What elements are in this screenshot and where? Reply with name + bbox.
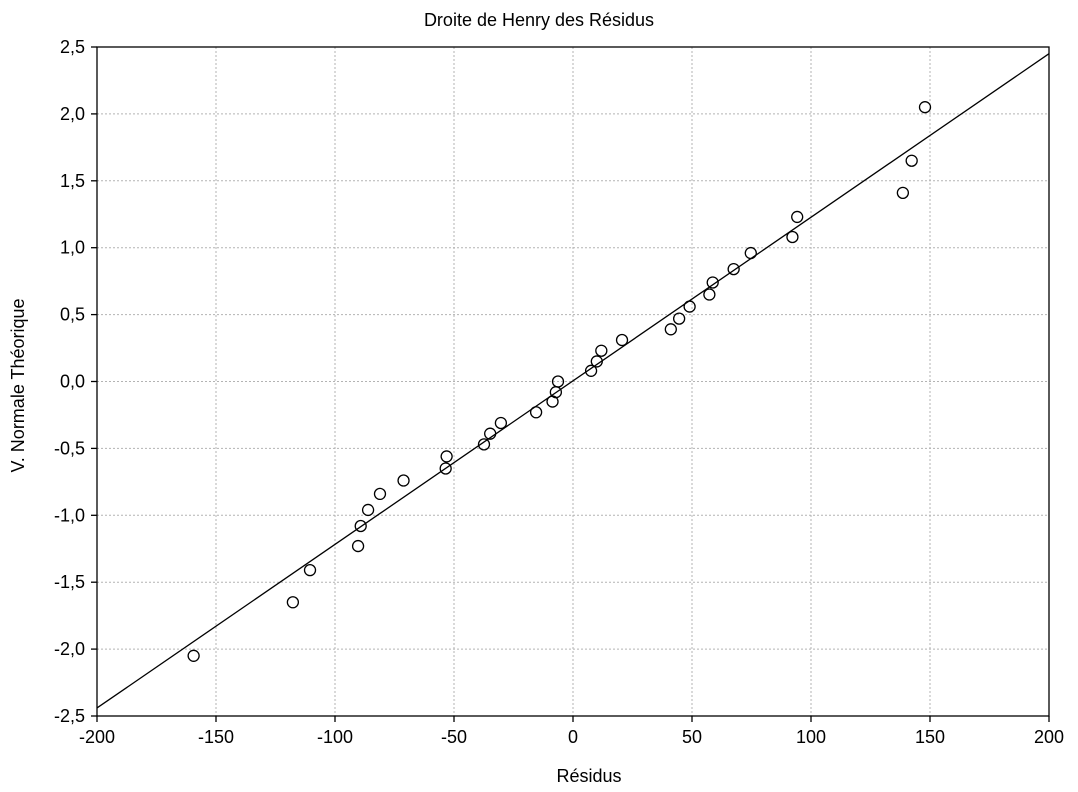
data-point — [744, 246, 757, 260]
data-point — [786, 230, 799, 244]
data-point — [706, 276, 719, 289]
x-tick-label: 0 — [568, 727, 578, 747]
data-point — [615, 333, 629, 347]
data-point — [351, 539, 365, 553]
tick-layer: -200 -150 -100 -50 0 50 100 150 200 -2,5 -2,0 -1,5 -… — [54, 37, 1064, 747]
data-point — [439, 462, 452, 475]
data-point — [584, 364, 598, 377]
data-point — [672, 312, 686, 325]
x-tick-label: 50 — [682, 727, 702, 747]
data-point — [361, 503, 375, 517]
data-point — [664, 323, 677, 336]
data-point — [727, 262, 740, 276]
x-tick-label: 150 — [915, 727, 945, 747]
data-point — [373, 487, 387, 501]
chart-title: Droite de Henry des Résidus — [424, 10, 654, 30]
x-tick-label: -200 — [79, 727, 115, 747]
fit-line — [96, 53, 1050, 709]
data-point — [397, 474, 410, 487]
y-tick-label: -2,0 — [54, 639, 85, 659]
data-point — [440, 450, 453, 463]
y-tick-label: -1,5 — [54, 572, 85, 592]
data-point — [683, 300, 696, 313]
data-point — [187, 649, 200, 662]
x-axis-label: Résidus — [556, 766, 621, 786]
data-point — [703, 288, 716, 301]
data-point — [595, 344, 608, 357]
x-tick-label: 100 — [796, 727, 826, 747]
point-layer — [187, 101, 932, 662]
y-axis-label: V. Normale Théorique — [8, 298, 28, 472]
data-point — [918, 101, 932, 114]
x-tick-label: 200 — [1034, 727, 1064, 747]
y-tick-label: 0,0 — [60, 372, 85, 392]
y-tick-label: 2,5 — [60, 37, 85, 57]
y-tick-label: -1,0 — [54, 505, 85, 525]
x-tick-label: -150 — [198, 727, 234, 747]
y-tick-label: -2,5 — [54, 706, 85, 726]
data-point — [590, 355, 603, 368]
data-point — [494, 416, 508, 430]
y-tick-label: 2,0 — [60, 104, 85, 124]
data-point — [286, 596, 300, 609]
data-point — [551, 375, 565, 388]
y-tick-label: 0,5 — [60, 305, 85, 325]
data-point — [529, 406, 543, 419]
x-tick-label: -100 — [317, 727, 353, 747]
x-tick-label: -50 — [441, 727, 467, 747]
data-point — [905, 154, 918, 167]
y-tick-label: 1,5 — [60, 171, 85, 191]
data-point — [791, 210, 804, 224]
data-point — [354, 519, 367, 533]
y-tick-label: -0,5 — [54, 438, 85, 458]
data-point — [303, 564, 317, 577]
data-point — [484, 427, 497, 440]
data-point — [477, 438, 491, 451]
data-point — [896, 186, 910, 199]
y-tick-label: 1,0 — [60, 238, 85, 258]
